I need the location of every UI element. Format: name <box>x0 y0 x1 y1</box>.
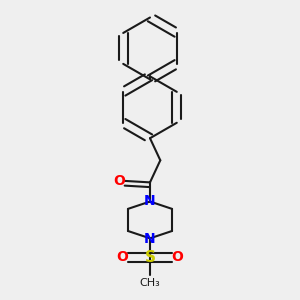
Text: O: O <box>114 174 126 188</box>
Text: S: S <box>145 250 155 265</box>
Text: N: N <box>144 232 156 246</box>
Text: N: N <box>144 194 156 208</box>
Text: O: O <box>171 250 183 265</box>
Text: CH₃: CH₃ <box>140 278 160 288</box>
Text: O: O <box>117 250 129 265</box>
